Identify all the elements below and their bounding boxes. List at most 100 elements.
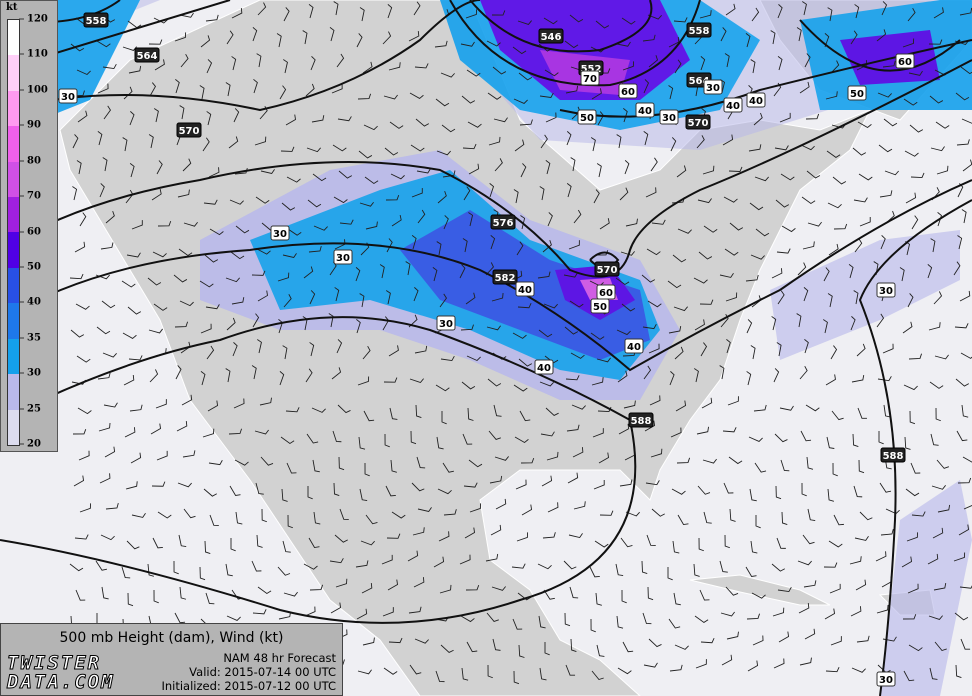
wind-barb	[77, 407, 92, 415]
wind-barb	[379, 264, 385, 279]
wind-barb	[877, 92, 892, 98]
wind-barb	[929, 667, 938, 680]
wind-barb	[853, 197, 868, 203]
wind-barb	[909, 124, 924, 133]
wind-barb	[648, 638, 662, 648]
wind-barb	[644, 420, 656, 432]
wind-barb	[127, 592, 134, 607]
wind-barb	[727, 396, 739, 406]
wind-barb	[697, 485, 711, 495]
wind-barb	[780, 459, 790, 472]
wind-barb	[438, 531, 450, 542]
wind-barb	[599, 510, 614, 516]
wind-barb	[383, 377, 398, 383]
wind-barb	[799, 366, 808, 380]
wind-barb	[312, 459, 320, 473]
wind-barb	[643, 365, 652, 380]
wind-barb	[407, 550, 419, 562]
wind-barb	[804, 628, 816, 640]
wind-barb	[648, 55, 659, 68]
wind-barb	[390, 173, 405, 180]
wind-barb	[804, 339, 809, 354]
wind-barb	[310, 56, 316, 71]
wind-barb	[855, 579, 867, 591]
wind-barb	[464, 527, 476, 539]
height-contour-label: 564	[137, 51, 158, 62]
wind-barb	[775, 485, 782, 500]
wind-barb	[643, 79, 650, 94]
wind-speed-label: 40	[537, 363, 551, 374]
wind-speed-label: 40	[518, 285, 532, 296]
wind-barb	[442, 462, 454, 473]
wind-barb	[699, 299, 714, 305]
wind-barb	[902, 614, 917, 620]
wind-barb	[254, 136, 267, 146]
wind-barb	[936, 459, 950, 469]
wind-barb	[622, 61, 634, 71]
wind-barb	[854, 238, 863, 253]
wind-barb	[331, 367, 342, 380]
wind-barb	[465, 292, 476, 305]
wind-barb	[677, 514, 689, 526]
wind-barb	[362, 345, 371, 360]
wind-barb	[311, 407, 326, 413]
wind-barb	[492, 66, 507, 75]
wind-barb	[233, 108, 240, 123]
wind-barb	[468, 163, 480, 175]
wind-barb	[544, 642, 550, 656]
wind-barb	[121, 566, 131, 579]
wind-barb	[206, 59, 213, 74]
wind-barb	[460, 324, 474, 331]
wind-barb	[385, 290, 391, 305]
wind-barb	[309, 342, 315, 357]
wind-barb	[667, 566, 673, 581]
wind-barb	[520, 215, 526, 230]
wind-barb	[335, 578, 348, 588]
wind-barb	[122, 332, 137, 339]
wind-barb	[850, 316, 856, 331]
wind-barb	[154, 59, 165, 71]
wind-barb	[647, 14, 662, 20]
wind-barb	[307, 485, 313, 500]
wind-barb	[719, 272, 734, 278]
wind-barb	[799, 81, 810, 94]
wind-barb	[156, 450, 168, 461]
wind-barb	[436, 436, 444, 450]
wind-barb	[669, 371, 675, 386]
wind-barb	[723, 196, 738, 203]
wind-barb	[433, 556, 445, 568]
wind-barb	[545, 407, 559, 416]
wind-barb	[361, 583, 373, 594]
wind-barb	[520, 457, 535, 464]
wind-barb	[355, 560, 369, 568]
wind-barb	[209, 228, 224, 236]
wind-barb	[357, 376, 370, 386]
wind-barb	[235, 225, 250, 234]
wind-barb	[959, 290, 971, 302]
wind-barb	[516, 532, 529, 542]
wind-barb	[78, 450, 90, 461]
wind-barb	[958, 524, 970, 536]
wind-barb	[568, 533, 583, 539]
wind-speed-label: 30	[439, 319, 453, 330]
wind-barb	[339, 508, 349, 520]
map-title: 500 mb Height (dam), Wind (kt)	[59, 630, 284, 646]
wind-barb	[960, 66, 972, 75]
wind-barb	[776, 248, 791, 254]
wind-barb	[570, 352, 585, 359]
wind-barb	[229, 199, 244, 205]
wind-barb	[797, 560, 812, 566]
wind-barb	[725, 292, 738, 302]
wind-barb	[414, 63, 429, 69]
wind-barb	[309, 584, 324, 591]
wind-barb	[303, 266, 314, 279]
wind-barb	[308, 537, 320, 549]
wind-barb	[957, 235, 963, 250]
wind-barb	[356, 319, 361, 334]
wind-barb	[673, 592, 681, 606]
wind-barb	[440, 644, 454, 653]
wind-barb	[203, 199, 218, 205]
wind-barb	[725, 3, 736, 16]
wind-barb	[616, 329, 631, 336]
wind-barb	[488, 430, 501, 440]
